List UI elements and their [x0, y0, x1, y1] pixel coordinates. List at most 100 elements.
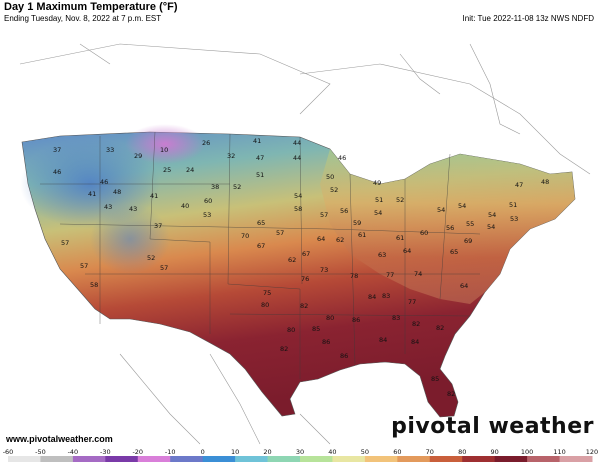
temp-label: 64 — [317, 235, 325, 243]
temp-label: 29 — [134, 152, 142, 160]
color-scale-tick-label: 80 — [458, 448, 466, 456]
temp-label: 83 — [382, 292, 390, 300]
temp-label: 57 — [61, 239, 69, 247]
temp-label: 69 — [464, 237, 472, 245]
temp-label: 64 — [403, 247, 411, 255]
cold-spot-rockies — [90, 204, 170, 274]
temp-label: 43 — [104, 203, 112, 211]
temp-label: 54 — [437, 206, 445, 214]
temp-label: 50 — [326, 173, 334, 181]
color-scale-tick-label: 20 — [263, 448, 271, 456]
temp-label: 85 — [312, 325, 320, 333]
temp-label: 84 — [411, 338, 419, 346]
valid-time: Ending Tuesday, Nov. 8, 2022 at 7 p.m. E… — [4, 14, 162, 23]
temp-label: 76 — [301, 275, 309, 283]
color-scale-swatch — [527, 456, 561, 462]
color-scale-swatch — [72, 456, 106, 462]
temp-label: 83 — [392, 314, 400, 322]
color-scale-tick-label: 10 — [231, 448, 239, 456]
color-scale-swatch — [494, 456, 528, 462]
temp-label: 70 — [241, 232, 249, 240]
temp-label: 54 — [487, 223, 495, 231]
temp-label: 52 — [396, 196, 404, 204]
temp-label: 26 — [202, 139, 210, 147]
temp-label: 57 — [160, 264, 168, 272]
temp-label: 77 — [408, 298, 416, 306]
color-scale-tick-label: 110 — [553, 448, 565, 456]
temp-label: 37 — [53, 146, 61, 154]
temp-label: 53 — [510, 215, 518, 223]
temp-label: 41 — [150, 192, 158, 200]
site-url[interactable]: www.pivotalweather.com — [6, 434, 113, 444]
temp-label: 67 — [257, 242, 265, 250]
color-scale-swatch — [105, 456, 139, 462]
temp-label: 44 — [293, 139, 301, 147]
temp-label: 53 — [203, 211, 211, 219]
color-scale-tick-label: 100 — [521, 448, 533, 456]
temp-label: 56 — [340, 207, 348, 215]
color-scale-swatch — [332, 456, 366, 462]
temp-label: 56 — [446, 224, 454, 232]
temperature-map: 26 10 41 44 32 47 44 46 33 29 25 24 37 4… — [19, 43, 591, 445]
color-scale-swatch — [170, 456, 204, 462]
color-scale-swatch — [267, 456, 301, 462]
temp-label: 51 — [375, 196, 383, 204]
temp-label: 47 — [515, 181, 523, 189]
temp-label: 86 — [322, 338, 330, 346]
temp-label: 84 — [379, 336, 387, 344]
temp-label: 38 — [211, 183, 219, 191]
temp-label: 52 — [330, 186, 338, 194]
temp-label: 60 — [420, 229, 428, 237]
temp-label: 82 — [300, 302, 308, 310]
color-scale-swatch — [235, 456, 269, 462]
temp-label: 41 — [253, 137, 261, 145]
map-title: Day 1 Maximum Temperature (°F) — [4, 1, 178, 13]
temp-label: 62 — [288, 256, 296, 264]
color-scale-swatches — [8, 456, 593, 462]
state-borders — [40, 131, 481, 379]
temp-label: 63 — [378, 251, 386, 259]
temp-label: 86 — [352, 316, 360, 324]
temp-label: 57 — [80, 262, 88, 270]
init-time: Init: Tue 2022-11-08 13z NWS NDFD — [462, 14, 594, 23]
temp-label: 57 — [320, 211, 328, 219]
temp-label: 54 — [488, 211, 496, 219]
temp-label: 43 — [129, 205, 137, 213]
temp-label: 32 — [227, 152, 235, 160]
temp-label: 46 — [53, 168, 61, 176]
temp-label: 85 — [431, 375, 439, 383]
color-scale-swatch — [429, 456, 463, 462]
temp-label: 82 — [436, 324, 444, 332]
temp-label: 25 — [163, 166, 171, 174]
color-scale-tick-label: -60 — [3, 448, 14, 456]
east-temperature-field — [320, 149, 575, 304]
basemap-outlines — [19, 43, 591, 445]
temp-label: 61 — [396, 234, 404, 242]
temp-label: 84 — [368, 293, 376, 301]
temp-label: 57 — [276, 229, 284, 237]
temp-label: 58 — [294, 205, 302, 213]
color-scale-tick-label: 60 — [393, 448, 401, 456]
temp-label: 52 — [147, 254, 155, 262]
temp-label: 67 — [302, 250, 310, 258]
temp-label: 65 — [450, 248, 458, 256]
color-scale-swatch — [364, 456, 398, 462]
temp-label: 10 — [160, 146, 168, 154]
temp-label: 55 — [466, 220, 474, 228]
temp-label: 33 — [106, 146, 114, 154]
temp-label: 44 — [293, 154, 301, 162]
temp-label: 54 — [458, 202, 466, 210]
temp-label: 64 — [460, 282, 468, 290]
temp-label: 78 — [350, 272, 358, 280]
temp-label: 62 — [336, 236, 344, 244]
temperature-color-scale: -60 -50 -40 -30 -20 -10 0 10 20 30 40 50 60 70 80 90 100… — [3, 448, 598, 462]
color-scale-tick-label: -50 — [35, 448, 46, 456]
temp-label: 65 — [257, 219, 265, 227]
color-scale-swatch — [462, 456, 496, 462]
color-scale-swatch — [397, 456, 431, 462]
temperature-labels: 26 10 41 44 32 47 44 46 33 29 25 24 37 4… — [53, 137, 549, 398]
temp-label: 86 — [340, 352, 348, 360]
temp-label: 46 — [338, 154, 346, 162]
temp-label: 54 — [294, 192, 302, 200]
color-scale-tick-label: 40 — [328, 448, 336, 456]
